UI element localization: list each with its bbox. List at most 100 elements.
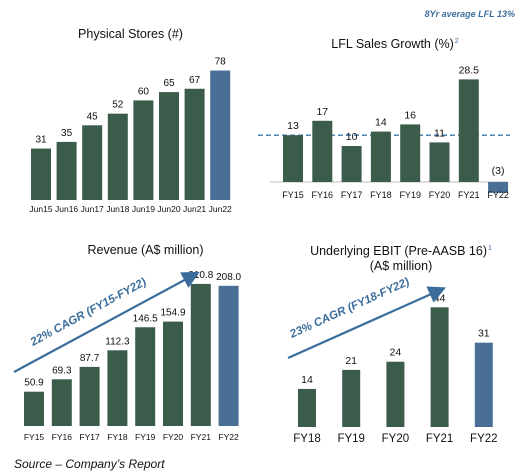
lfl-bar bbox=[458, 79, 479, 182]
ebit-bar bbox=[430, 307, 449, 427]
stores-bar bbox=[31, 148, 51, 200]
stores-title-text: Physical Stores (#) bbox=[78, 27, 183, 41]
ebit-chart-title: Underlying EBIT (Pre-AASB 16)1 (A$ milli… bbox=[283, 241, 519, 274]
revenue-value-label: 146.5 bbox=[133, 313, 158, 324]
lfl-value-label: 10 bbox=[346, 131, 358, 143]
stores-value-label: 67 bbox=[189, 75, 201, 86]
revenue-bar bbox=[79, 366, 100, 426]
ebit-tick-label: FY21 bbox=[426, 433, 454, 445]
ebit-value-label: 24 bbox=[390, 347, 402, 359]
lfl-title-text: LFL Sales Growth (%) bbox=[331, 37, 454, 51]
ebit-tick-label: FY22 bbox=[470, 433, 498, 445]
stores-bar bbox=[210, 70, 231, 201]
ebit-bar bbox=[298, 388, 316, 427]
stores-value-label: 45 bbox=[87, 111, 99, 122]
ebit-subtitle-text: (A$ million) bbox=[369, 259, 433, 274]
revenue-tick-label: FY18 bbox=[107, 432, 128, 442]
stores-bar bbox=[133, 100, 154, 200]
lfl-tick-label: FY18 bbox=[370, 190, 392, 200]
lfl-value-label: 13 bbox=[287, 120, 299, 132]
revenue-value-label: 87.7 bbox=[80, 353, 100, 364]
stores-tick-label: Jun18 bbox=[106, 204, 129, 214]
revenue-value-label: 50.9 bbox=[24, 378, 44, 389]
stores-bar bbox=[159, 92, 179, 200]
stores-tick-label: Jun22 bbox=[209, 204, 232, 214]
lfl-tick-label: FY17 bbox=[341, 190, 363, 200]
ebit-tick-label: FY19 bbox=[337, 433, 365, 445]
lfl-average-note: 8Yr average LFL 13% bbox=[424, 9, 515, 19]
stores-bar bbox=[56, 141, 77, 200]
lfl-bar bbox=[370, 131, 391, 182]
lfl-bar bbox=[341, 146, 362, 182]
stores-bar bbox=[107, 113, 128, 200]
ebit-value-label: 44 bbox=[434, 292, 446, 304]
stores-chart-title: Physical Stores (#) bbox=[25, 27, 236, 41]
lfl-tick-label: FY20 bbox=[429, 190, 451, 200]
lfl-bar bbox=[488, 182, 509, 193]
ebit-title-text: Underlying EBIT (Pre-AASB 16) bbox=[310, 244, 488, 259]
stores-tick-label: Jun16 bbox=[55, 204, 78, 214]
stores-tick-label: Jun19 bbox=[132, 204, 155, 214]
lfl-tick-label: FY22 bbox=[487, 190, 509, 200]
stores-value-label: 60 bbox=[138, 86, 150, 97]
stores-value-label: 78 bbox=[215, 57, 227, 68]
lfl-tick-label: FY16 bbox=[312, 190, 334, 200]
revenue-value-label: 112.3 bbox=[105, 336, 130, 347]
revenue-value-label: 208.0 bbox=[216, 272, 241, 283]
stores-value-label: 52 bbox=[112, 100, 124, 111]
lfl-bar bbox=[283, 135, 303, 182]
lfl-bar bbox=[429, 142, 450, 182]
revenue-value-label: 210.8 bbox=[188, 270, 213, 281]
lfl-tick-label: FY21 bbox=[458, 190, 480, 200]
revenue-bar bbox=[163, 321, 183, 426]
revenue-title-text: Revenue (A$ million) bbox=[87, 243, 204, 257]
lfl-bar bbox=[312, 120, 333, 182]
ebit-cagr-arrow bbox=[287, 286, 447, 360]
stores-bar bbox=[184, 88, 205, 200]
ebit-title-footnote: 1 bbox=[488, 245, 492, 252]
revenue-tick-label: FY20 bbox=[163, 432, 184, 442]
lfl-value-label: 14 bbox=[375, 117, 387, 129]
stores-value-label: 65 bbox=[163, 78, 175, 89]
revenue-tick-label: FY17 bbox=[79, 432, 100, 442]
revenue-chart-title: Revenue (A$ million) bbox=[40, 243, 251, 257]
stores-tick-label: Jun21 bbox=[183, 204, 206, 214]
revenue-tick-label: FY15 bbox=[24, 432, 45, 442]
revenue-bar bbox=[107, 350, 128, 426]
stores-value-label: 31 bbox=[35, 135, 47, 146]
ebit-tick-label: FY18 bbox=[293, 433, 321, 445]
lfl-value-label: 28.5 bbox=[459, 64, 480, 76]
stores-tick-label: Jun15 bbox=[29, 204, 52, 214]
lfl-title-footnote: 2 bbox=[454, 37, 459, 45]
lfl-value-label: 16 bbox=[404, 109, 416, 121]
lfl-value-label: (3) bbox=[492, 165, 505, 177]
ebit-value-label: 31 bbox=[478, 328, 490, 340]
revenue-value-label: 154.9 bbox=[160, 308, 185, 319]
stores-bar bbox=[82, 125, 103, 200]
revenue-tick-label: FY21 bbox=[191, 432, 212, 442]
lfl-bar bbox=[400, 124, 421, 182]
ebit-value-label: 21 bbox=[345, 355, 357, 367]
source-note: Source – Company’s Report bbox=[14, 457, 165, 471]
revenue-value-label: 69.3 bbox=[52, 365, 72, 376]
revenue-bar bbox=[218, 285, 239, 426]
lfl-value-label: 17 bbox=[316, 106, 328, 118]
revenue-bar bbox=[135, 327, 156, 426]
revenue-cagr-arrow bbox=[13, 271, 200, 373]
stores-value-label: 35 bbox=[61, 128, 73, 139]
ebit-bar bbox=[386, 361, 405, 427]
lfl-value-label: 11 bbox=[434, 127, 445, 139]
revenue-tick-label: FY19 bbox=[135, 432, 156, 442]
revenue-tick-label: FY22 bbox=[218, 432, 239, 442]
lfl-chart-title: LFL Sales Growth (%)2 bbox=[275, 37, 515, 51]
lfl-tick-label: FY15 bbox=[282, 190, 304, 200]
ebit-bar bbox=[474, 342, 493, 427]
stores-tick-label: Jun17 bbox=[81, 204, 104, 214]
ebit-value-label: 14 bbox=[301, 374, 313, 386]
ebit-bar bbox=[342, 369, 361, 427]
revenue-bar bbox=[51, 379, 72, 426]
revenue-cagr-label: 22% CAGR (FY15-FY22) bbox=[28, 276, 149, 349]
stores-tick-label: Jun20 bbox=[157, 204, 180, 214]
